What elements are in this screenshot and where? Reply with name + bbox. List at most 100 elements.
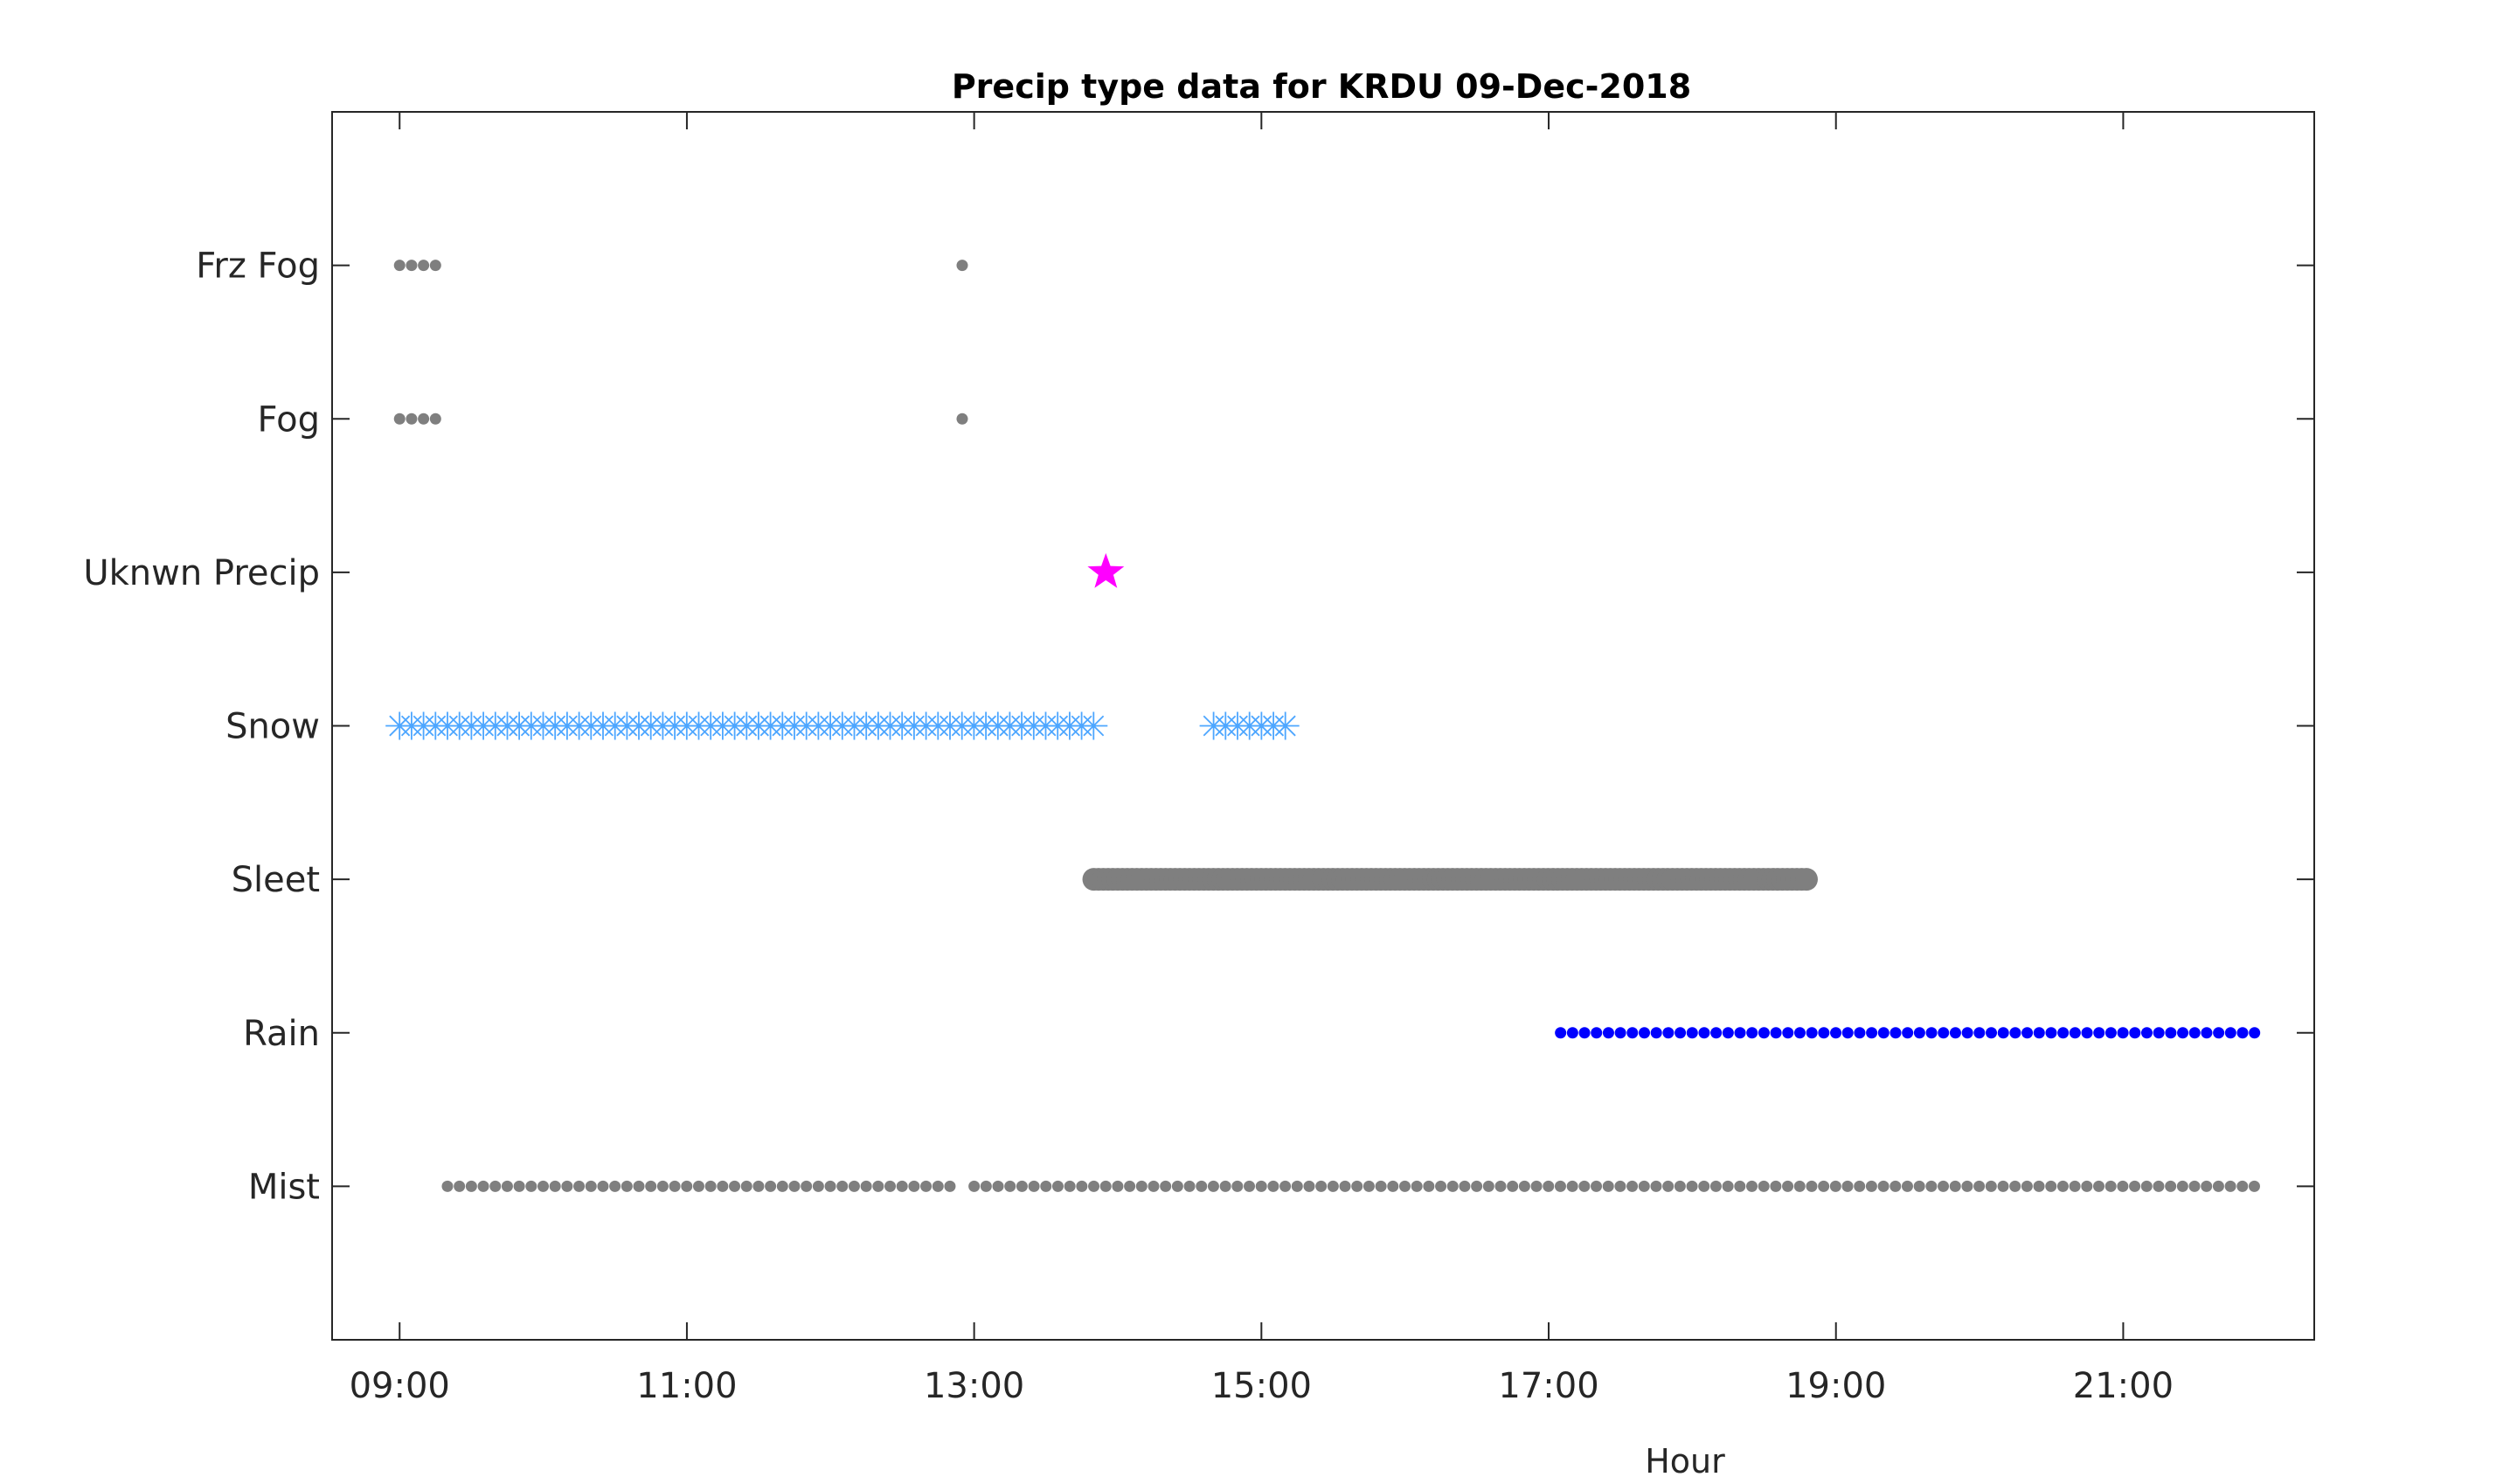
rain-marker [2033,1027,2045,1039]
mist-marker [1829,1180,1841,1192]
rain-marker [1698,1027,1710,1039]
mist-marker [1877,1180,1889,1192]
rain-marker [1997,1027,2009,1039]
mist-marker [1398,1180,1411,1192]
mist-marker [1973,1180,1986,1192]
mist-marker [1327,1180,1339,1192]
mist-marker [537,1180,549,1192]
mist-marker [717,1180,729,1192]
x-tick-label: 11:00 [636,1366,737,1406]
mist-marker [1099,1180,1112,1192]
y-category-label: Rain [243,1014,320,1054]
mist-marker [1997,1180,2009,1192]
mist-marker [2009,1180,2021,1192]
mist-marker [860,1180,872,1192]
mist-marker [1662,1180,1675,1192]
mist-marker [992,1180,1004,1192]
rain-marker [1925,1027,1938,1039]
mist-marker [454,1180,466,1192]
rain-marker [1722,1027,1734,1039]
rain-marker [1602,1027,1614,1039]
rain-marker [2057,1027,2070,1039]
mist-marker [1578,1180,1591,1192]
mist-marker [501,1180,513,1192]
mist-marker [2093,1180,2105,1192]
x-tick-label: 21:00 [2073,1366,2174,1406]
mist-marker [2033,1180,2045,1192]
sleet-marker [1794,868,1818,891]
fog-marker [406,413,418,425]
fog-marker [429,413,441,425]
mist-marker [1171,1180,1183,1192]
mist-marker [1854,1180,1866,1192]
mist-marker [2188,1180,2201,1192]
mist-marker [1602,1180,1614,1192]
mist-marker [1638,1180,1650,1192]
mist-marker [573,1180,586,1192]
y-category-label: Sleet [232,860,320,900]
mist-marker [1040,1180,1052,1192]
mist-marker [752,1180,765,1192]
mist-marker [704,1180,717,1192]
mist-marker [2224,1180,2236,1192]
mist-marker [812,1180,824,1192]
rain-marker [2104,1027,2117,1039]
mist-marker [2021,1180,2033,1192]
mist-marker [1267,1180,1279,1192]
rain-marker [2177,1027,2189,1039]
mist-marker [896,1180,908,1192]
rain-marker [2201,1027,2213,1039]
mist-marker [1387,1180,1399,1192]
rain-marker [1734,1027,1746,1039]
rain-marker [1626,1027,1639,1039]
rain-marker [2236,1027,2249,1039]
mist-marker [2176,1180,2188,1192]
mist-marker [729,1180,741,1192]
rain-marker [1770,1027,1782,1039]
mist-marker [1207,1180,1219,1192]
rain-marker [1961,1027,1973,1039]
rain-marker [1889,1027,1902,1039]
mist-marker [1518,1180,1530,1192]
mist-marker [1913,1180,1925,1192]
y-category-label: Fog [258,399,320,440]
mist-marker [908,1180,920,1192]
mist-marker [1734,1180,1746,1192]
rain-marker [2081,1027,2093,1039]
mist-marker [1554,1180,1566,1192]
fog-marker [393,413,406,425]
mist-marker [1925,1180,1938,1192]
mist-marker [1016,1180,1028,1192]
fog-marker [956,413,968,425]
snow-marker [1271,711,1300,740]
rain-marker [1566,1027,1578,1039]
rain-marker [1938,1027,1950,1039]
rain-marker [1866,1027,1878,1039]
mist-marker [740,1180,752,1192]
rain-marker [1949,1027,1961,1039]
mist-marker [944,1180,956,1192]
mist-marker [669,1180,681,1192]
rain-marker [1578,1027,1591,1039]
mist-marker [1124,1180,1136,1192]
mist-marker [1471,1180,1483,1192]
mist-marker [884,1180,897,1192]
rain-marker [1710,1027,1723,1039]
rain-marker [1782,1027,1794,1039]
rain-marker [2140,1027,2153,1039]
y-category-label: Uknwn Precip [83,553,320,593]
mist-marker [513,1180,525,1192]
mist-marker [1219,1180,1231,1192]
mist-marker [621,1180,633,1192]
chart-title: Precip type data for KRDU 09-Dec-2018 [952,67,1691,106]
mist-marker [645,1180,657,1192]
frz-fog-marker [429,260,441,272]
rain-marker [2213,1027,2225,1039]
mist-marker [633,1180,645,1192]
mist-marker [2129,1180,2141,1192]
mist-marker [525,1180,537,1192]
rain-marker [1806,1027,1818,1039]
mist-marker [1411,1180,1423,1192]
mist-marker [2248,1180,2260,1192]
